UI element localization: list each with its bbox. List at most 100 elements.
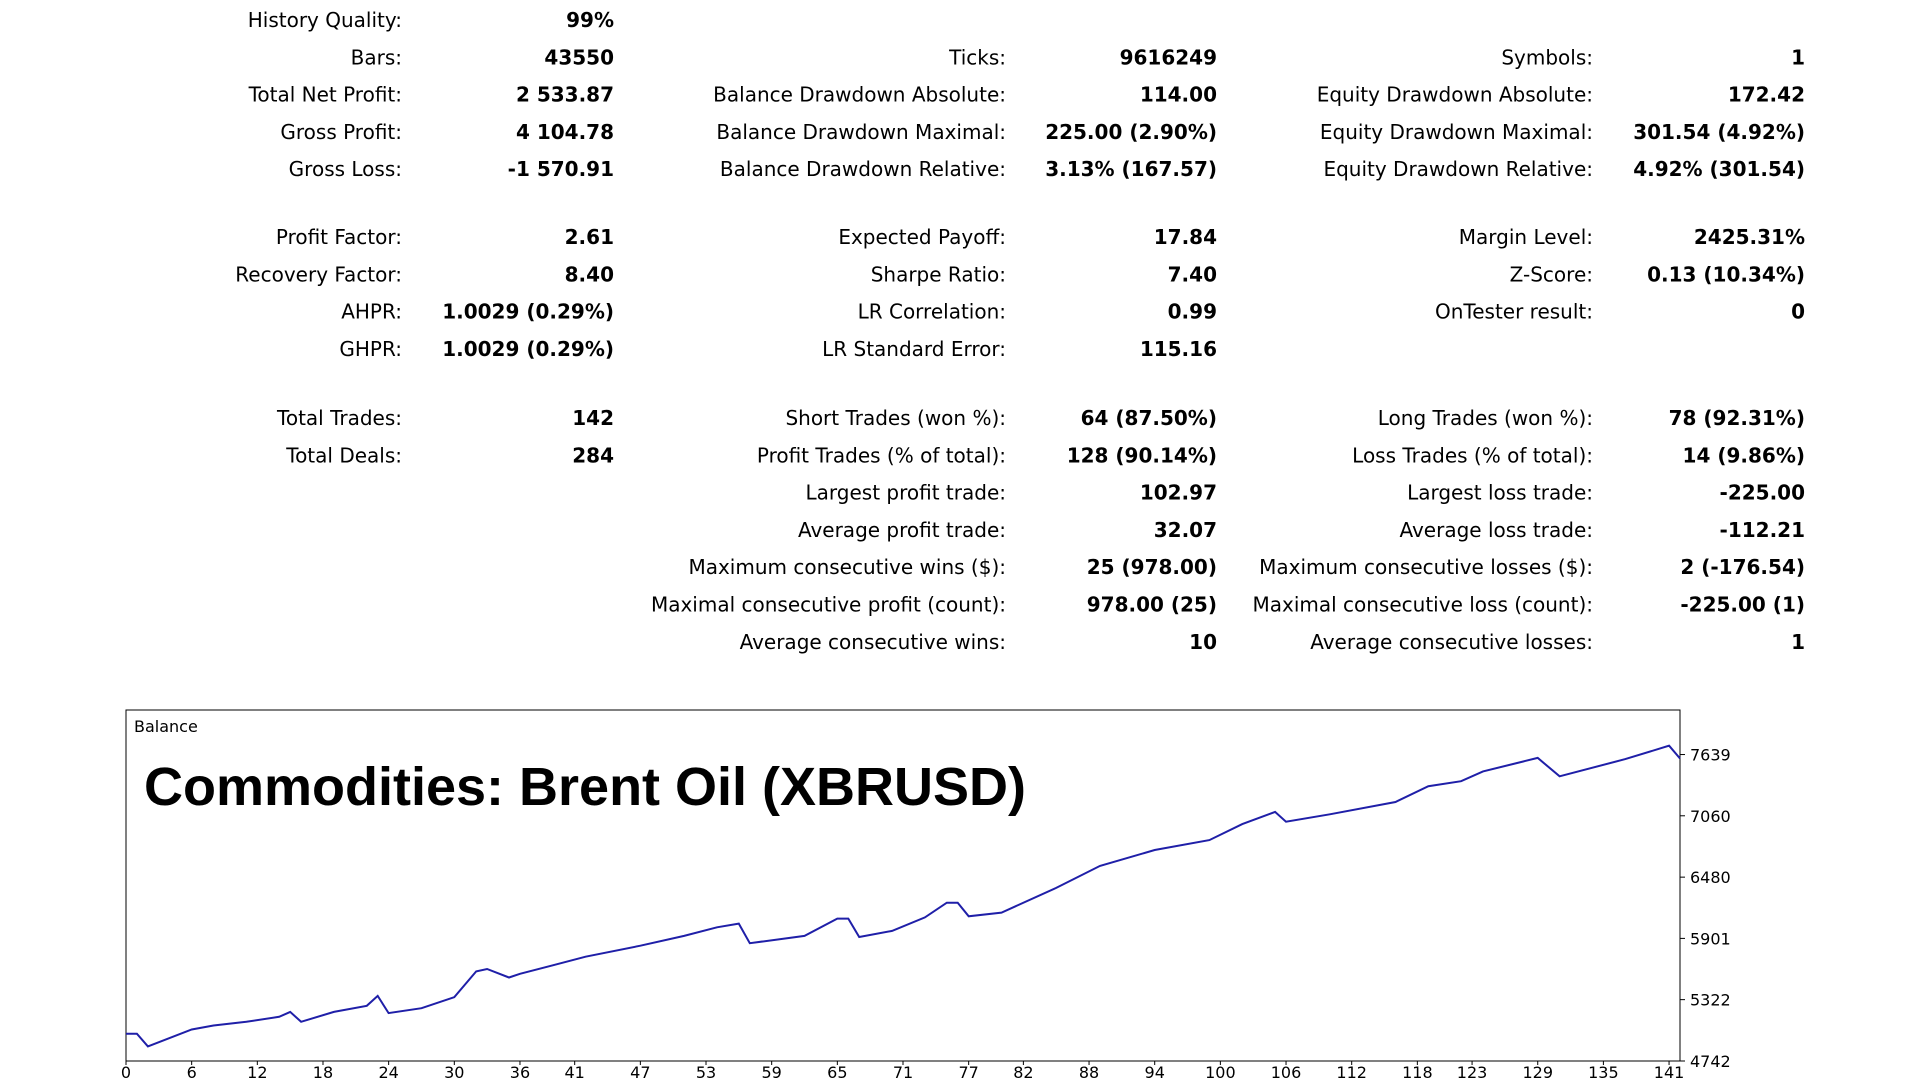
stat-value: 32.07 [1154, 518, 1217, 542]
stat-label: Sharpe Ratio: [871, 262, 1006, 286]
stat-value: 0.13 (10.34%) [1647, 262, 1805, 286]
x-tick-label: 94 [1145, 1063, 1165, 1080]
x-tick-label: 100 [1205, 1063, 1236, 1080]
plot-frame [125, 709, 1681, 1062]
stat-value: -225.00 [1720, 481, 1805, 505]
x-tick-label: 12 [247, 1063, 267, 1080]
x-tick-label: 82 [1013, 1063, 1033, 1080]
stat-label: Maximum consecutive wins ($): [688, 555, 1006, 579]
stat-label: Largest loss trade: [1407, 481, 1593, 505]
stat-value: 1.0029 (0.29%) [442, 337, 614, 361]
x-tick-label: 53 [696, 1063, 716, 1080]
y-tick-label: 7639 [1690, 746, 1731, 765]
stat-label: Equity Drawdown Maximal: [1320, 120, 1593, 144]
x-tick-label: 59 [761, 1063, 781, 1080]
stat-label: AHPR: [341, 300, 402, 324]
stat-label: Average consecutive wins: [740, 630, 1006, 654]
stat-value: 9616249 [1120, 45, 1217, 69]
stat-value: 25 (978.00) [1087, 555, 1217, 579]
stat-value: 17.84 [1154, 225, 1217, 249]
stat-value: 3.13% (167.57) [1045, 157, 1217, 181]
y-tick-label: 7060 [1690, 807, 1731, 826]
stat-value: 2.61 [565, 225, 614, 249]
x-tick-label: 141 [1654, 1063, 1685, 1080]
stat-label: Total Trades: [276, 406, 402, 430]
stat-label: LR Standard Error: [822, 337, 1006, 361]
stat-value: 301.54 (4.92%) [1633, 120, 1805, 144]
stat-label: Gross Profit: [280, 120, 402, 144]
x-tick-label: 88 [1079, 1063, 1099, 1080]
stat-value: 4.92% (301.54) [1633, 157, 1805, 181]
x-tick-label: 112 [1336, 1063, 1367, 1080]
stat-value: 0 [1791, 300, 1805, 324]
stat-label: Z-Score: [1510, 262, 1593, 286]
stat-label: Equity Drawdown Relative: [1323, 157, 1593, 181]
x-tick-label: 41 [565, 1063, 585, 1080]
stat-label: Margin Level: [1459, 225, 1593, 249]
y-tick-label: 5901 [1690, 929, 1731, 948]
stat-value: 43550 [544, 45, 614, 69]
x-tick-label: 135 [1588, 1063, 1619, 1080]
stat-label: Largest profit trade: [806, 481, 1006, 505]
stat-value: 2425.31% [1694, 225, 1805, 249]
stat-value: 14 (9.86%) [1683, 443, 1805, 467]
stat-label: LR Correlation: [858, 300, 1006, 324]
stat-value: 114.00 [1140, 83, 1217, 107]
y-tick-label: 6480 [1690, 868, 1731, 887]
x-tick-label: 47 [630, 1063, 650, 1080]
x-tick-label: 6 [187, 1063, 197, 1080]
stat-label: Balance Drawdown Absolute: [713, 83, 1006, 107]
chart-title: Commodities: Brent Oil (XBRUSD) [144, 757, 1026, 817]
stat-label: Total Deals: [285, 443, 402, 467]
stat-label: Maximal consecutive profit (count): [651, 593, 1006, 617]
stat-label: History Quality: [248, 8, 402, 32]
stat-value: 4 104.78 [516, 120, 614, 144]
stat-value: 78 (92.31%) [1669, 406, 1805, 430]
stat-value: 1 [1791, 630, 1805, 654]
stat-label: OnTester result: [1435, 300, 1593, 324]
stat-label: Gross Loss: [289, 157, 402, 181]
stat-value: 99% [566, 8, 614, 32]
stat-label: Profit Factor: [276, 225, 402, 249]
balance-line [126, 744, 1681, 1048]
stat-value: 8.40 [565, 262, 614, 286]
stat-label: Balance Drawdown Relative: [720, 157, 1006, 181]
stat-value: 115.16 [1140, 337, 1217, 361]
stat-label: GHPR: [339, 337, 402, 361]
stat-value: 10 [1189, 630, 1217, 654]
stat-label: Ticks: [948, 45, 1006, 69]
stat-label: Long Trades (won %): [1378, 406, 1593, 430]
stat-value: 1 [1791, 45, 1805, 69]
x-tick-label: 123 [1457, 1063, 1488, 1080]
stat-value: 284 [572, 443, 614, 467]
x-tick-label: 106 [1271, 1063, 1302, 1080]
stat-label: Average profit trade: [798, 518, 1006, 542]
y-tick-label: 5322 [1690, 991, 1731, 1010]
series-label: Balance [134, 717, 198, 736]
stat-label: Bars: [351, 45, 402, 69]
stat-value: 225.00 (2.90%) [1045, 120, 1217, 144]
x-tick-label: 30 [444, 1063, 464, 1080]
x-tick-label: 77 [958, 1063, 978, 1080]
stat-value: 128 (90.14%) [1067, 443, 1217, 467]
stat-label: Average loss trade: [1399, 518, 1593, 542]
stat-label: Expected Payoff: [838, 225, 1006, 249]
stat-value: 2 533.87 [516, 83, 614, 107]
stat-value: 102.97 [1140, 481, 1217, 505]
stat-label: Maximum consecutive losses ($): [1259, 555, 1593, 579]
stat-label: Short Trades (won %): [785, 406, 1006, 430]
x-tick-label: 18 [313, 1063, 333, 1080]
stat-label: Total Net Profit: [248, 83, 402, 107]
stat-value: 1.0029 (0.29%) [442, 300, 614, 324]
stat-label: Profit Trades (% of total): [757, 443, 1006, 467]
stat-label: Recovery Factor: [235, 262, 402, 286]
stat-value: -112.21 [1720, 518, 1805, 542]
stat-label: Symbols: [1501, 45, 1593, 69]
stat-label: Loss Trades (% of total): [1352, 443, 1593, 467]
x-tick-label: 71 [893, 1063, 913, 1080]
stat-label: Equity Drawdown Absolute: [1317, 83, 1593, 107]
x-tick-label: 118 [1402, 1063, 1433, 1080]
x-tick-label: 129 [1522, 1063, 1553, 1080]
x-tick-label: 24 [378, 1063, 398, 1080]
